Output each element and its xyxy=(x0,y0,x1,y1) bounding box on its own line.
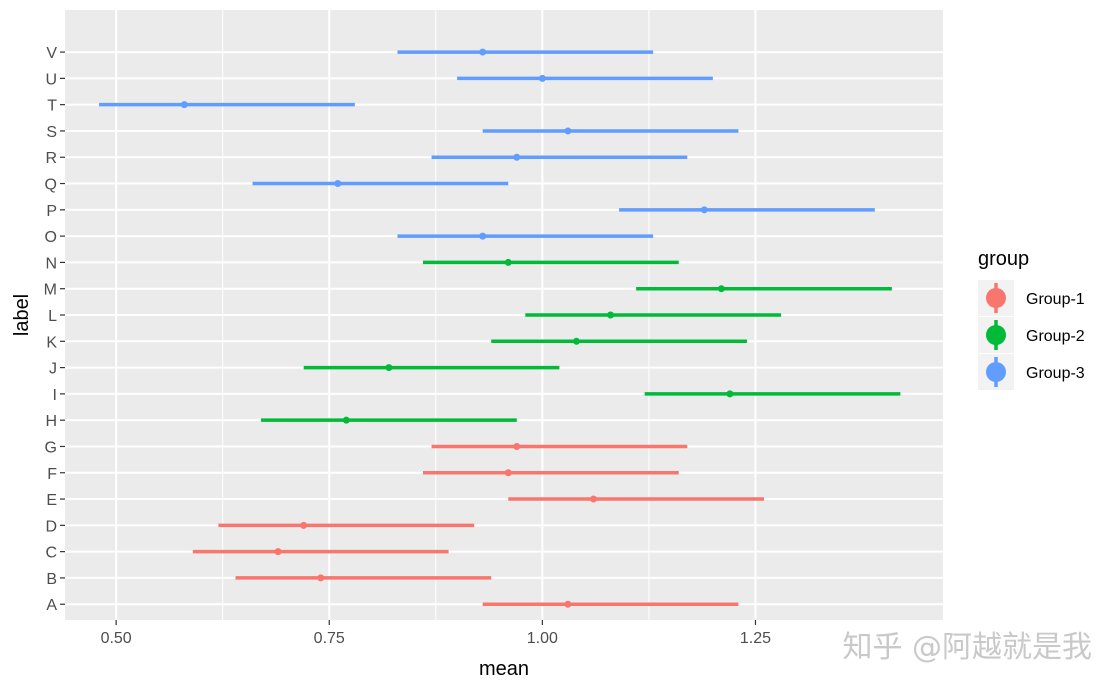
y-tick-label: G xyxy=(45,439,57,456)
y-tick-label: D xyxy=(45,518,57,535)
errorbar-N xyxy=(423,258,679,266)
y-tick-label: A xyxy=(46,597,57,614)
errorbar-A xyxy=(482,600,739,608)
errorbar-C xyxy=(192,548,449,556)
mean-point-A xyxy=(564,600,572,608)
mean-point-E xyxy=(590,495,598,503)
legend-item-3: Group-3 xyxy=(978,354,1085,390)
x-tick-label: 0.75 xyxy=(314,630,345,647)
errorbar-M xyxy=(636,285,892,293)
y-tick-label: J xyxy=(49,361,57,378)
errorbar-H xyxy=(261,416,517,424)
mean-point-P xyxy=(700,206,708,214)
mean-point-J xyxy=(385,364,393,372)
errorbar-D xyxy=(218,521,475,529)
legend-label: Group-2 xyxy=(1026,328,1085,345)
y-tick-label: F xyxy=(47,466,57,483)
y-tick-label: T xyxy=(47,98,57,115)
y-tick-label: I xyxy=(53,387,57,404)
errorbar-L xyxy=(525,311,782,319)
y-tick-label: B xyxy=(46,571,57,588)
mean-point-I xyxy=(726,390,734,398)
mean-point-G xyxy=(513,442,521,450)
x-tick-label: 1.25 xyxy=(740,630,771,647)
y-tick-label: K xyxy=(46,334,57,351)
errorbar-Q xyxy=(252,180,509,188)
x-axis: 0.50 0.75 1.00 1.25 xyxy=(101,620,771,647)
y-tick-label: U xyxy=(45,71,57,88)
mean-point-S xyxy=(564,127,572,135)
errorbar-J xyxy=(303,364,560,372)
legend-item-2: Group-2 xyxy=(978,317,1085,353)
errorbar-B xyxy=(235,574,492,582)
y-tick-label: C xyxy=(45,545,57,562)
mean-point-H xyxy=(342,416,350,424)
errorbar-I xyxy=(644,390,901,398)
y-tick-label: R xyxy=(45,150,57,167)
legend: group Group-1 Group-2 Group-3 xyxy=(978,248,1085,390)
x-axis-title: mean xyxy=(479,658,529,680)
y-tick-label: P xyxy=(46,203,57,220)
y-tick-label: N xyxy=(45,255,57,272)
errorbar-T xyxy=(99,101,355,109)
legend-item-1: Group-1 xyxy=(978,280,1085,316)
y-tick-label: O xyxy=(45,229,57,246)
x-tick-label: 0.50 xyxy=(101,630,132,647)
mean-point-V xyxy=(479,48,487,56)
x-tick-label: 1.00 xyxy=(527,630,558,647)
legend-key-point xyxy=(986,288,1006,308)
mean-point-Q xyxy=(334,180,342,188)
errorbar-E xyxy=(508,495,764,503)
legend-title: group xyxy=(978,248,1029,270)
y-tick-label: M xyxy=(44,282,57,299)
mean-point-B xyxy=(317,574,325,582)
legend-key-point xyxy=(986,325,1006,345)
legend-label: Group-3 xyxy=(1026,365,1085,382)
mean-point-O xyxy=(479,232,487,240)
legend-label: Group-1 xyxy=(1026,291,1085,308)
mean-point-N xyxy=(504,258,512,266)
errorbar-F xyxy=(423,469,679,477)
watermark: 知乎 @阿越就是我 xyxy=(842,630,1092,665)
legend-key-point xyxy=(986,362,1006,382)
y-tick-label: V xyxy=(46,45,57,62)
mean-point-F xyxy=(504,469,512,477)
y-tick-label: L xyxy=(48,308,57,325)
mean-point-T xyxy=(180,101,188,109)
mean-point-L xyxy=(607,311,615,319)
errorbar-S xyxy=(482,127,739,135)
errorbar-U xyxy=(457,74,713,82)
y-tick-label: Q xyxy=(45,177,57,194)
errorbar-R xyxy=(431,153,688,161)
y-tick-label: H xyxy=(45,413,57,430)
errorbar-G xyxy=(431,442,688,450)
errorbar-P xyxy=(619,206,875,214)
mean-point-D xyxy=(300,521,308,529)
errorbar-V xyxy=(397,48,654,56)
mean-point-R xyxy=(513,153,521,161)
errorbar-O xyxy=(397,232,654,240)
mean-point-M xyxy=(717,285,725,293)
mean-point-C xyxy=(274,548,282,556)
mean-point-U xyxy=(538,74,546,82)
y-axis-title: label xyxy=(11,294,33,336)
errorbar-K xyxy=(491,337,747,345)
chart-marks xyxy=(99,48,901,608)
y-tick-label: E xyxy=(46,492,57,509)
y-tick-label: S xyxy=(46,124,57,141)
mean-point-K xyxy=(572,337,580,345)
